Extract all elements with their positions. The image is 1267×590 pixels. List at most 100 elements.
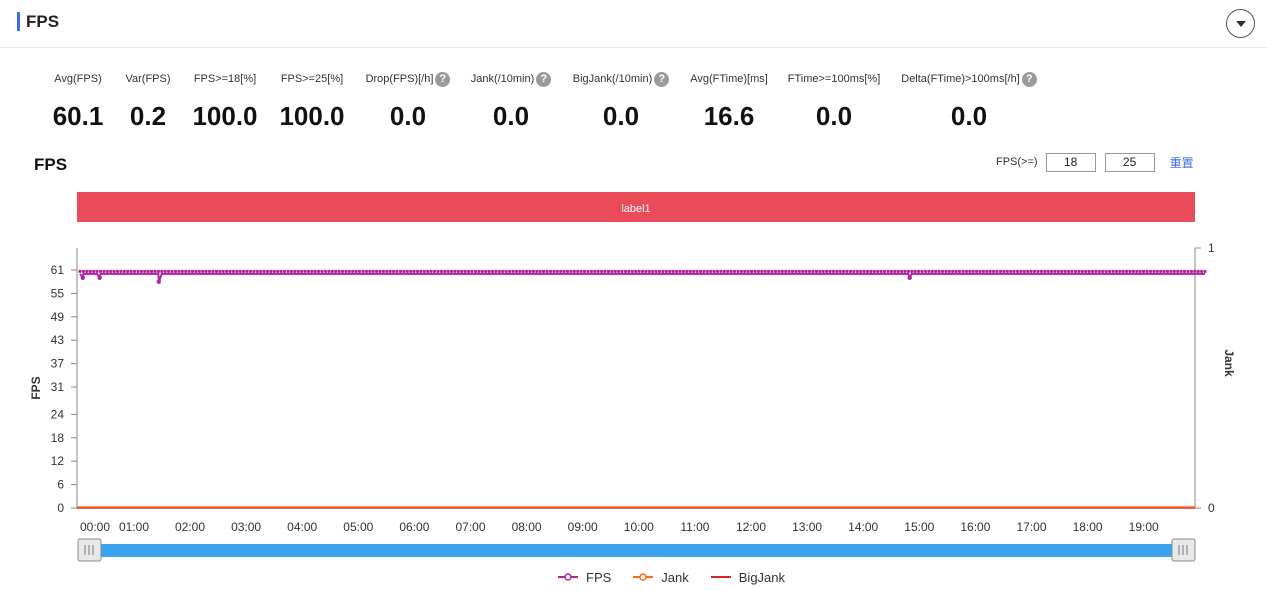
fps-point <box>443 269 447 273</box>
fps-point <box>450 269 454 273</box>
fps-point <box>1172 269 1176 273</box>
fps-point <box>282 269 287 273</box>
fps-point <box>381 269 385 273</box>
fps-point <box>961 269 965 273</box>
legend-item-jank[interactable]: Jank <box>633 570 689 585</box>
fps-point <box>521 269 525 273</box>
x-tick-label: 04:00 <box>287 520 317 534</box>
help-icon[interactable]: ? <box>654 71 670 87</box>
series-fps-line <box>79 272 1205 283</box>
fps-point <box>671 269 675 273</box>
fps-point <box>763 269 767 273</box>
fps-point <box>1101 269 1105 273</box>
fps-point <box>1005 269 1009 273</box>
fps-point <box>419 269 423 273</box>
fps-point <box>947 269 951 273</box>
fps-point <box>504 269 508 273</box>
fps-point <box>214 269 218 273</box>
time-range-slider[interactable] <box>77 538 1196 562</box>
fps-point <box>1009 269 1013 273</box>
fps-point <box>545 269 549 273</box>
fps-point <box>678 269 682 273</box>
fps-point <box>705 269 709 273</box>
fps-point <box>964 269 969 273</box>
label-band: label1 <box>77 192 1195 222</box>
y-left-tick-label: 37 <box>51 357 65 371</box>
fps-point <box>630 269 634 273</box>
fps-point <box>1131 269 1135 273</box>
fps-point <box>1114 269 1118 273</box>
fps-point <box>1125 269 1129 273</box>
fps-point <box>139 269 143 273</box>
stat-label: FTime>=100ms[%] <box>787 73 881 85</box>
fps-point <box>579 269 583 273</box>
fps-point <box>845 269 849 273</box>
fps-point <box>603 269 607 273</box>
y-left-tick-label: 43 <box>51 333 65 347</box>
fps-point <box>518 269 522 273</box>
fps-point <box>695 269 699 273</box>
fps-point <box>746 269 750 273</box>
fps-point <box>501 269 505 273</box>
fps-point <box>78 269 82 273</box>
fps-point <box>1189 269 1193 273</box>
y-left-tick-label: 0 <box>57 501 64 515</box>
fps-point <box>194 269 198 273</box>
fps-point <box>715 269 720 273</box>
fps-point <box>357 269 362 273</box>
y-right-tick-label: 1 <box>1208 241 1215 255</box>
fps-point <box>1053 269 1057 273</box>
fps-point <box>354 269 358 273</box>
fps-point <box>743 269 747 273</box>
help-icon[interactable]: ? <box>536 71 552 87</box>
fps-point <box>893 269 897 273</box>
fps-point <box>654 269 658 273</box>
fps-point <box>1162 269 1166 273</box>
x-tick-label: 07:00 <box>455 520 485 534</box>
fps-point <box>337 269 341 273</box>
series-layer <box>77 269 1207 509</box>
fps-point <box>323 269 328 273</box>
x-tick-label: 16:00 <box>960 520 990 534</box>
y-right-axis-title: Jank <box>1222 349 1236 377</box>
threshold-low-input[interactable] <box>1045 152 1096 172</box>
fps-point <box>548 269 553 273</box>
stats-row: Avg(FPS) 60.1 Var(FPS) 0.2 FPS>=18[%] 10… <box>0 70 1267 140</box>
threshold-high-input[interactable] <box>1104 152 1155 172</box>
help-icon[interactable]: ? <box>435 71 451 87</box>
fps-point <box>1097 269 1101 273</box>
fps-point <box>1032 269 1037 273</box>
fps-point <box>957 269 962 273</box>
fps-legend-marker-icon <box>558 573 578 581</box>
fps-point <box>1002 269 1006 273</box>
reset-link[interactable]: 重置 <box>1169 155 1194 170</box>
y-left-tick-label: 61 <box>51 263 65 277</box>
stat-bigjank: BigJank(/10min)? 0.0 <box>562 70 680 131</box>
slider-handle-right[interactable] <box>1171 538 1196 562</box>
y-left-tick-label: 55 <box>51 286 65 300</box>
fps-point <box>596 269 600 273</box>
help-icon[interactable]: ? <box>1021 71 1037 87</box>
stat-label-text: BigJank(/10min) <box>572 73 653 85</box>
fps-point <box>378 269 382 273</box>
slider-handle-left[interactable] <box>77 538 102 562</box>
fps-point <box>985 269 989 273</box>
bigjank-legend-marker-icon <box>710 576 731 578</box>
stat-label: Avg(FTime)[ms] <box>690 73 768 85</box>
fps-point <box>119 269 123 273</box>
collapse-toggle-button[interactable] <box>1226 9 1255 38</box>
fps-point <box>160 269 164 273</box>
legend-item-fps[interactable]: FPS <box>558 570 611 585</box>
fps-point <box>930 269 934 273</box>
fps-point <box>1060 269 1064 273</box>
fps-point <box>1019 269 1023 273</box>
fps-point <box>197 269 201 273</box>
fps-point <box>150 269 154 273</box>
x-tick-label: 12:00 <box>736 520 766 534</box>
fps-point <box>750 269 754 273</box>
fps-point <box>132 269 137 273</box>
fps-point <box>272 269 276 273</box>
fps-point <box>586 269 590 273</box>
legend-item-bigjank[interactable]: BigJank <box>710 570 785 585</box>
fps-point <box>1186 269 1190 273</box>
